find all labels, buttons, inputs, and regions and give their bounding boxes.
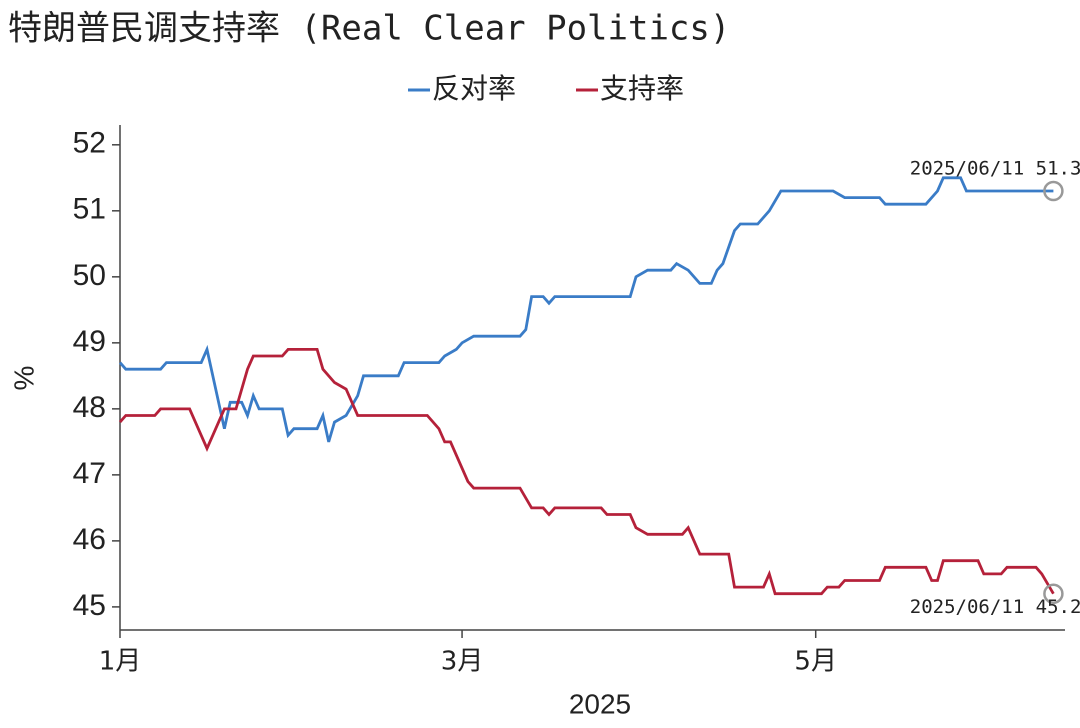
- series-line: [118, 348, 1055, 596]
- annotation: 2025/06/11 45.2: [910, 596, 1080, 618]
- y-tick-label: 46: [73, 523, 106, 556]
- end-marker: [1043, 180, 1064, 202]
- y-tick-label: 49: [73, 325, 106, 358]
- x-axis-label: 2025: [569, 688, 631, 719]
- series-line: [118, 176, 1054, 443]
- y-tick-label: 50: [73, 259, 106, 292]
- legend-label: 反对率: [432, 72, 516, 105]
- legend-label: 支持率: [600, 72, 684, 105]
- y-tick-label: 48: [73, 391, 106, 424]
- y-tick-label: 47: [73, 457, 106, 490]
- x-tick-label: 1月: [99, 647, 142, 677]
- y-tick-label: 52: [73, 127, 106, 160]
- y-tick-label: 45: [73, 589, 106, 622]
- annotation: 2025/06/11 51.3: [910, 158, 1080, 180]
- x-tick-label: 3月: [441, 647, 484, 677]
- chart-title: 特朗普民调支持率 (Real Clear Politics): [8, 9, 730, 49]
- y-tick-label: 51: [73, 193, 106, 226]
- x-tick-label: 5月: [794, 647, 837, 677]
- end-marker: [1043, 583, 1064, 604]
- y-axis-label: %: [8, 366, 39, 391]
